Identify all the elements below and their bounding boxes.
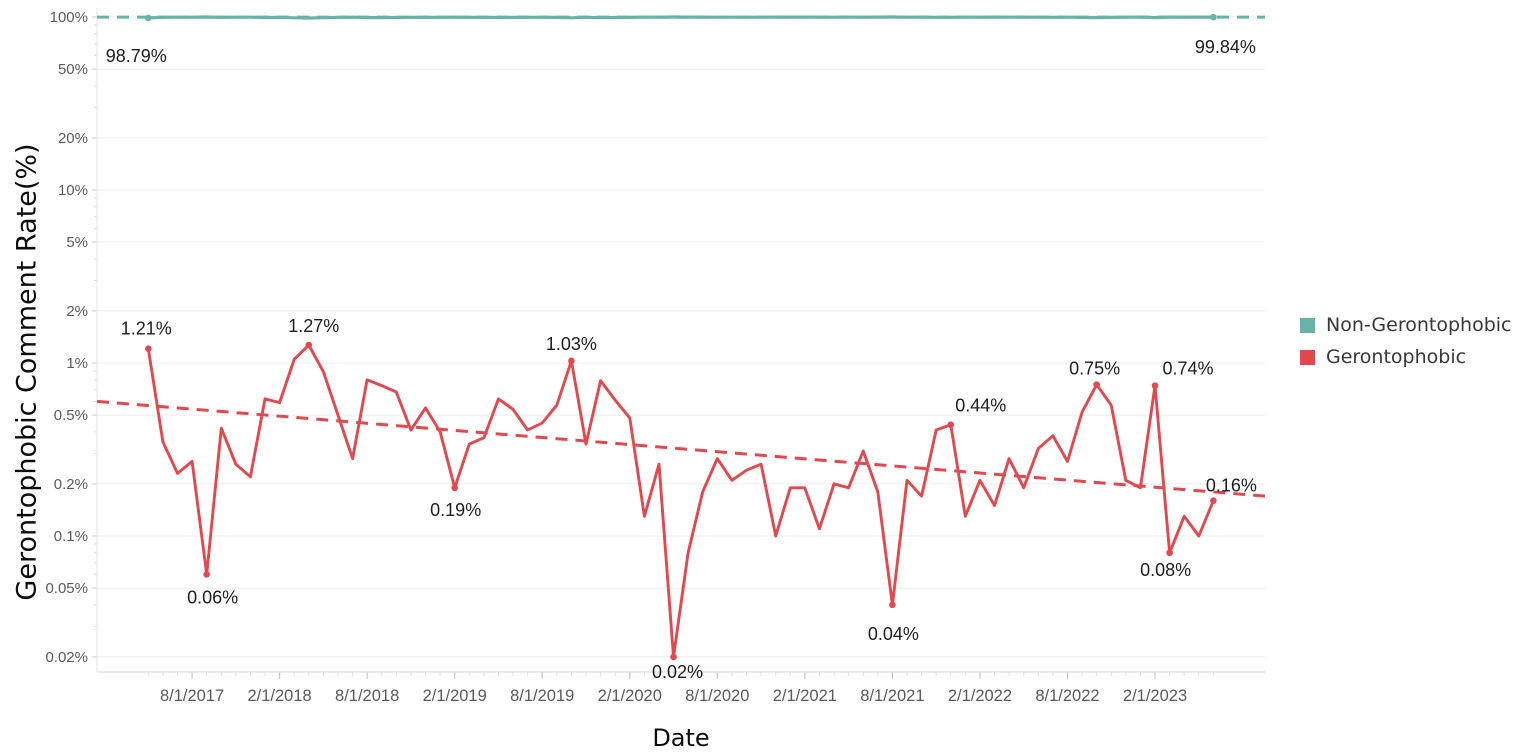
data-point-marker-non-gerontophobic bbox=[145, 14, 152, 22]
x-axis-title: Date bbox=[652, 724, 710, 752]
legend-swatch-non-gerontophobic-icon bbox=[1300, 317, 1315, 333]
y-tick-label: 0.2% bbox=[54, 476, 88, 493]
series-line-gerontophobic bbox=[146, 343, 1215, 659]
data-point-marker-gerontophobic bbox=[1151, 382, 1159, 389]
annotation-label: 0.74% bbox=[1162, 359, 1213, 379]
data-point-marker-non-gerontophobic bbox=[1210, 13, 1217, 21]
y-tick-label: 0.5% bbox=[54, 407, 88, 424]
data-point-marker-gerontophobic bbox=[1166, 549, 1173, 557]
legend-item-non-gerontophobic: Non-Gerontophobic bbox=[1300, 314, 1512, 336]
y-tick-label: 2% bbox=[66, 303, 88, 320]
x-tick-label: 2/1/2022 bbox=[948, 687, 1012, 705]
x-tick-label: 2/1/2018 bbox=[247, 687, 311, 705]
x-tick-label: 8/1/2021 bbox=[860, 687, 924, 705]
data-point-marker-gerontophobic bbox=[203, 571, 210, 578]
x-tick-label: 2/1/2023 bbox=[1123, 687, 1187, 705]
annotation-label: 0.44% bbox=[955, 396, 1006, 416]
annotation-label: 0.08% bbox=[1140, 560, 1191, 580]
data-point-marker-gerontophobic bbox=[1210, 497, 1217, 504]
annotation-label: 0.19% bbox=[430, 500, 481, 520]
x-tick-label: 8/1/2019 bbox=[510, 687, 574, 705]
legend-label-gerontophobic: Gerontophobic bbox=[1326, 346, 1467, 368]
data-point-marker-gerontophobic bbox=[1093, 381, 1100, 388]
x-tick-label: 8/1/2020 bbox=[685, 687, 749, 705]
y-tick-label: 5% bbox=[66, 234, 88, 251]
data-point-marker-gerontophobic bbox=[889, 601, 896, 609]
legend-label-non-gerontophobic: Non-Gerontophobic bbox=[1326, 314, 1512, 336]
trend-line-gerontophobic bbox=[96, 399, 1266, 498]
data-point-marker-gerontophobic bbox=[145, 345, 152, 352]
annotation-label: 1.27% bbox=[288, 316, 339, 336]
annotation-label: 1.21% bbox=[121, 319, 172, 339]
y-tick-label: 0.02% bbox=[45, 649, 88, 666]
annotation-label: 0.02% bbox=[652, 662, 703, 682]
legend-swatch-gerontophobic-icon bbox=[1300, 349, 1315, 365]
series-line-non-gerontophobic bbox=[146, 15, 1216, 20]
data-point-marker-gerontophobic bbox=[451, 484, 458, 492]
annotation-label: 0.04% bbox=[868, 624, 919, 644]
data-point-marker-gerontophobic bbox=[670, 653, 677, 661]
annotation-label: 1.03% bbox=[546, 334, 597, 354]
y-tick-label: 0.05% bbox=[45, 580, 88, 597]
annotation-label: 99.84% bbox=[1195, 37, 1256, 57]
x-tick-label: 2/1/2019 bbox=[423, 687, 487, 705]
annotation-label: 0.06% bbox=[187, 587, 238, 607]
y-tick-label: 20% bbox=[58, 130, 88, 147]
annotation-label: 98.79% bbox=[106, 46, 167, 66]
x-tick-label: 8/1/2018 bbox=[335, 687, 399, 705]
y-tick-label: 50% bbox=[58, 61, 88, 78]
y-axis-title: Gerontophobic Comment Rate(%) bbox=[11, 143, 43, 601]
annotation-label: 0.75% bbox=[1069, 359, 1120, 379]
x-tick-label: 2/1/2020 bbox=[598, 687, 662, 705]
legend-item-gerontophobic: Gerontophobic bbox=[1300, 346, 1512, 368]
x-tick-label: 8/1/2022 bbox=[1035, 687, 1099, 705]
y-tick-label: 1% bbox=[66, 355, 88, 372]
data-point-marker-gerontophobic bbox=[305, 341, 313, 349]
data-point-marker-gerontophobic bbox=[568, 357, 575, 365]
x-tick-label: 2/1/2021 bbox=[773, 687, 837, 705]
x-tick-label: 8/1/2017 bbox=[160, 687, 224, 705]
annotation-label: 0.16% bbox=[1206, 476, 1257, 496]
y-tick-label: 0.1% bbox=[54, 528, 88, 545]
y-tick-label: 100% bbox=[50, 9, 88, 26]
y-tick-label: 10% bbox=[58, 182, 88, 199]
data-point-marker-gerontophobic bbox=[947, 421, 955, 428]
legend: Non-Gerontophobic Gerontophobic bbox=[1300, 314, 1512, 378]
